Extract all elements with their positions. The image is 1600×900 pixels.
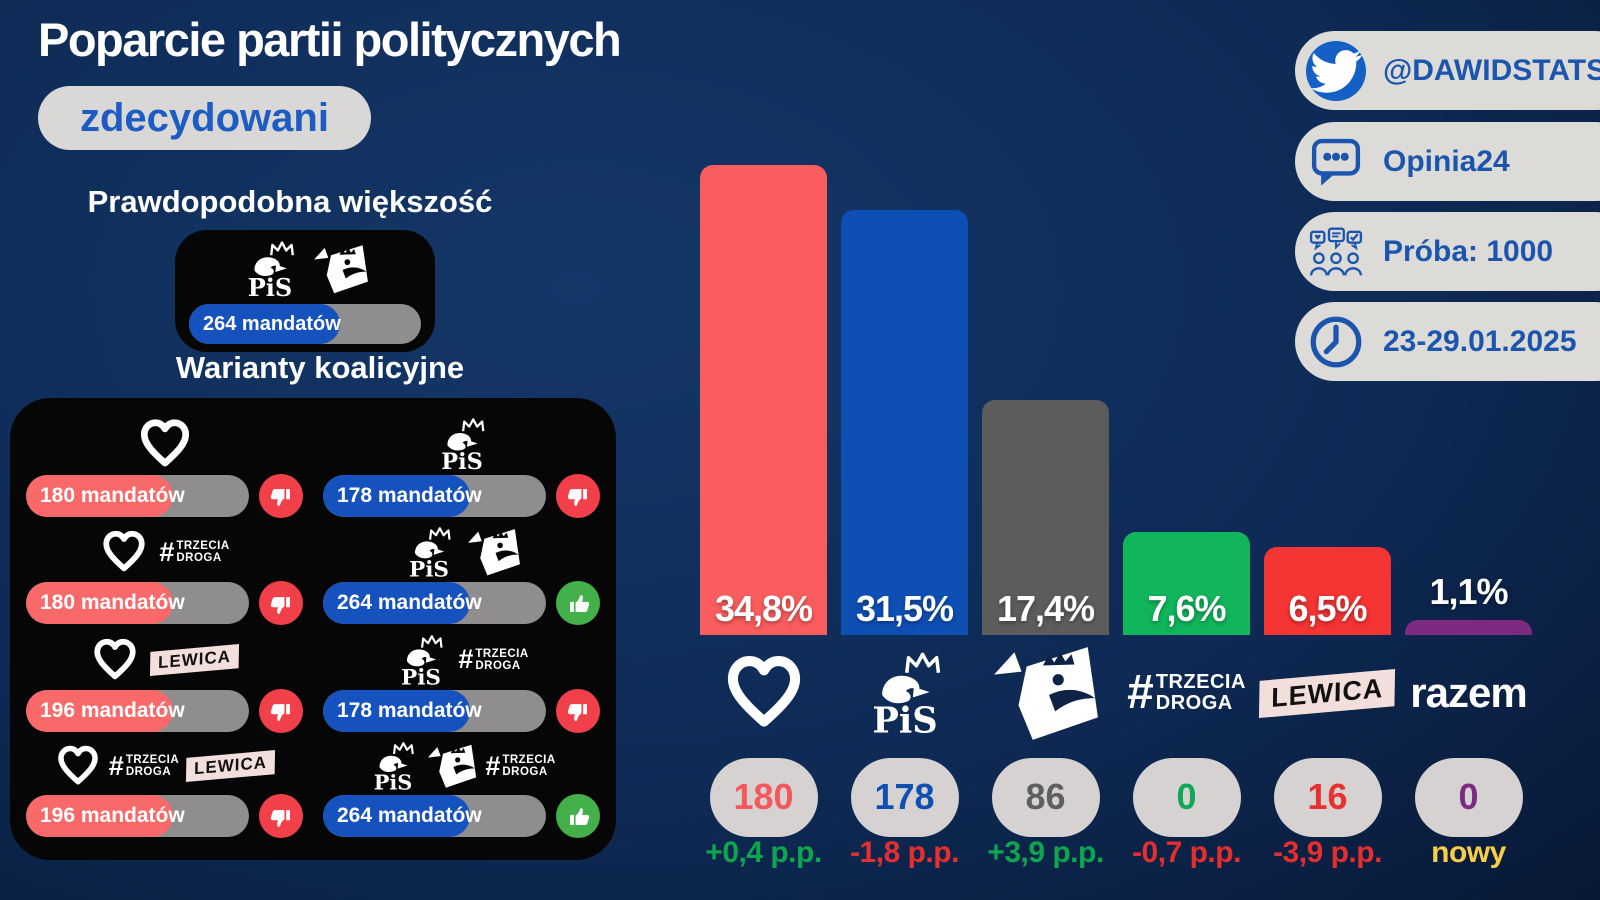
- bar-column-lewica: 6,5%: [1257, 0, 1398, 635]
- bar-column-trzecia-droga: 7,6%: [1116, 0, 1257, 635]
- page-title: Poparcie partii politycznych: [38, 13, 622, 66]
- bar-value-label: 31,5%: [855, 588, 954, 629]
- seats-fill: 180 mandatów: [26, 582, 185, 624]
- twitter-badge[interactable]: @DAWIDSTATS: [1295, 31, 1600, 110]
- thumbs-down-icon: [556, 688, 600, 733]
- seat-count-razem: 0: [1414, 757, 1523, 837]
- seat-count-trzecia-droga: 0: [1132, 757, 1241, 837]
- pis-logo: [434, 416, 490, 472]
- coalitions-heading: Warianty koalicyjne: [175, 350, 465, 385]
- seats-fill: 180 mandatów: [26, 474, 185, 517]
- seats-fill: 196 mandatów: [26, 689, 185, 732]
- bar-value-label: 34,8%: [714, 588, 813, 629]
- ko-heart-icon: [90, 636, 140, 684]
- party-logos-row: # TRZECIA DROGA LEWICA razem: [693, 640, 1539, 746]
- voter-segment-pill[interactable]: zdecydowani: [38, 86, 371, 150]
- sample-badge: Próba: 1000: [1295, 212, 1600, 291]
- change-ko: +0,4 p.p.: [705, 836, 822, 869]
- coalition-variant-ko-lewica: LEWICA 196 mandatów: [26, 631, 303, 739]
- bar-column-ko: 34,8%: [693, 0, 834, 635]
- bar-column-razem: 1,1%: [1398, 0, 1539, 635]
- trzecia-droga-logo: # TRZECIA DROGA: [485, 750, 556, 781]
- seats-bar: 264 mandatów: [323, 582, 546, 624]
- seats-bar: 196 mandatów: [26, 795, 249, 837]
- lewica-logo: LEWICA: [1259, 668, 1396, 718]
- seats-bar: 264 mandatów: [323, 795, 546, 837]
- seats-fill: 264 mandatów: [323, 582, 482, 624]
- pis-logo: [394, 633, 448, 687]
- twitter-icon: [1305, 40, 1367, 102]
- seats-fill: 196 mandatów: [26, 795, 185, 837]
- coalition-variant-pis-td: # TRZECIA DROGA 178 mandatów: [323, 631, 600, 739]
- majority-seats-bar: 264 mandatów: [189, 304, 421, 344]
- seat-count-lewica: 16: [1273, 757, 1382, 837]
- seats-bar: 180 mandatów: [26, 474, 249, 517]
- majority-heading: Prawdopodobna większość: [87, 184, 493, 219]
- trzecia-droga-logo: # TRZECIA DROGA: [1127, 666, 1246, 719]
- seats-bar: 178 mandatów: [323, 474, 546, 517]
- seats-row: 180 178 86 0 16 0: [693, 757, 1539, 837]
- seats-fill: 178 mandatów: [323, 689, 482, 732]
- lewica-logo: LEWICA: [186, 750, 276, 783]
- bar-value-label: 6,5%: [1288, 588, 1367, 629]
- majority-logos: [175, 230, 435, 304]
- seat-count-konfederacja: 86: [991, 757, 1100, 837]
- thumbs-down-icon: [259, 473, 303, 518]
- ko-heart-icon: [136, 416, 194, 472]
- seats-bar: 196 mandatów: [26, 689, 249, 732]
- coalition-variant-pis-konf: 264 mandatów: [323, 524, 600, 632]
- konfederacja-logo: [990, 642, 1102, 744]
- coalition-variant-pis: 178 mandatów: [323, 414, 600, 524]
- thumbs-up-icon: [556, 794, 600, 838]
- change-row: +0,4 p.p. -1,8 p.p. +3,9 p.p. -0,7 p.p. …: [693, 836, 1539, 870]
- thumbs-down-icon: [259, 688, 303, 733]
- majority-box: 264 mandatów: [175, 230, 435, 352]
- konfederacja-logo: [426, 742, 478, 790]
- ko-heart-icon: [54, 743, 102, 789]
- konfederacja-logo: [466, 526, 522, 578]
- majority-seats-fill: 264 mandatów: [189, 304, 341, 344]
- thumbs-down-icon: [259, 581, 303, 625]
- ko-heart-icon: [99, 528, 149, 576]
- seats-bar: 178 mandatów: [323, 689, 546, 732]
- change-trzecia-droga: -0,7 p.p.: [1132, 836, 1241, 869]
- pis-logo: [240, 239, 300, 299]
- pis-logo: [861, 649, 949, 737]
- coalition-variant-ko: 180 mandatów: [26, 414, 303, 524]
- bar-column-konfederacja: 17,4%: [975, 0, 1116, 635]
- coalition-variant-ko-td: # TRZECIA DROGA 180 mandatów: [26, 524, 303, 632]
- pollster-badge: Opinia24: [1295, 122, 1600, 201]
- coalition-variants-box: 180 mandatów 178 mandatów # TRZECIA DROGA…: [10, 398, 616, 860]
- trzecia-droga-logo: # TRZECIA DROGA: [108, 750, 180, 781]
- thumbs-up-icon: [556, 581, 600, 625]
- bar-value-label: 7,6%: [1147, 588, 1226, 629]
- lewica-logo: LEWICA: [149, 643, 240, 676]
- trzecia-droga-logo: # TRZECIA DROGA: [458, 644, 529, 675]
- seat-count-pis: 178: [850, 757, 959, 837]
- bar-value-label: 1,1%: [1429, 571, 1508, 612]
- seats-bar: 180 mandatów: [26, 582, 249, 624]
- seats-fill: 178 mandatów: [323, 474, 482, 517]
- ko-heart-icon: [721, 651, 807, 735]
- change-lewica: -3,9 p.p.: [1273, 836, 1382, 869]
- razem-logo: razem: [1410, 669, 1527, 716]
- pis-logo: [367, 740, 419, 792]
- bar-column-pis: 31,5%: [834, 0, 975, 635]
- trzecia-droga-logo: # TRZECIA DROGA: [159, 536, 230, 567]
- pis-logo: [402, 525, 456, 579]
- konfederacja-logo: [312, 242, 370, 296]
- date-badge: 23-29.01.2025: [1295, 302, 1600, 381]
- change-konfederacja: +3,9 p.p.: [987, 836, 1104, 869]
- bar-value-label: 17,4%: [996, 588, 1095, 629]
- change-razem: nowy: [1431, 836, 1506, 869]
- change-pis: -1,8 p.p.: [850, 836, 959, 869]
- thumbs-down-icon: [556, 473, 600, 518]
- seat-count-ko: 180: [709, 757, 818, 837]
- thumbs-down-icon: [259, 794, 303, 838]
- coalition-variant-pis-konf-td: # TRZECIA DROGA 264 mandatów: [323, 739, 600, 845]
- coalition-variant-ko-td-lewica: # TRZECIA DROGA LEWICA 196 mandatów: [26, 739, 303, 845]
- seats-fill: 264 mandatów: [323, 795, 482, 837]
